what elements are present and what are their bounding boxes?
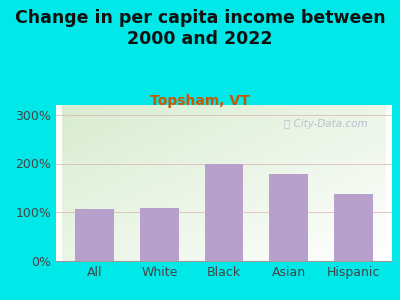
Bar bbox=[205, 164, 243, 261]
Text: Change in per capita income between
2000 and 2022: Change in per capita income between 2000… bbox=[15, 9, 385, 48]
Bar bbox=[75, 209, 114, 261]
Bar bbox=[269, 174, 308, 261]
Text: ⓘ City-Data.com: ⓘ City-Data.com bbox=[284, 119, 368, 129]
Bar bbox=[140, 208, 179, 261]
Text: Topsham, VT: Topsham, VT bbox=[150, 94, 250, 109]
Bar bbox=[334, 194, 373, 261]
